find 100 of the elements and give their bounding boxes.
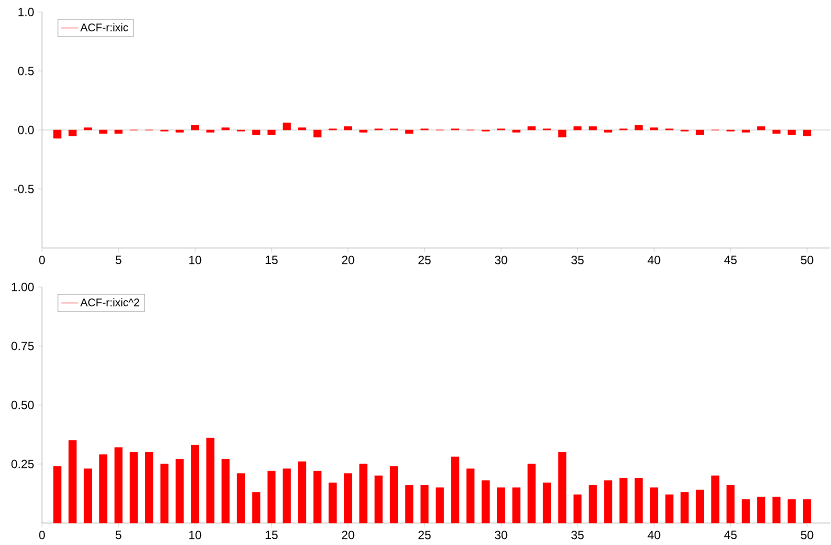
bar [145, 452, 154, 524]
x-tick-label: 25 [418, 256, 431, 264]
bar [252, 130, 260, 135]
bar [313, 470, 322, 524]
y-tick-label: -0.5 [14, 184, 34, 194]
bar [99, 130, 108, 134]
x-tick-label: 30 [494, 530, 508, 540]
y-tick-label: 1.0 [18, 8, 34, 16]
bar [788, 130, 796, 135]
bar [742, 130, 750, 133]
x-tick-label: 5 [116, 530, 122, 540]
bar [512, 487, 520, 524]
bar [130, 452, 138, 524]
x-tick-label: 30 [494, 256, 508, 264]
bar [267, 130, 276, 135]
x-tick-label: 5 [116, 256, 122, 264]
bar [160, 464, 168, 524]
bar [374, 476, 383, 524]
bar [190, 444, 200, 524]
bar [757, 126, 766, 130]
y-tick-label: 0.50 [11, 400, 34, 410]
y-tick-label: 1.00 [12, 282, 34, 292]
bar [451, 456, 460, 524]
bar [84, 127, 92, 130]
bar [619, 478, 628, 524]
x-tick-label: 15 [266, 530, 278, 540]
legend-label: ACF-r:ixic [80, 23, 128, 32]
x-tick-label: 15 [266, 256, 278, 264]
bar [574, 126, 582, 130]
bar [772, 130, 780, 134]
bar [222, 459, 230, 524]
x-tick-label: 40 [648, 530, 660, 540]
bar [588, 126, 597, 130]
bar [497, 487, 506, 524]
bar [772, 496, 780, 524]
x-tick-label: 40 [648, 256, 660, 264]
bar [190, 125, 200, 130]
x-tick-label: 45 [724, 256, 737, 264]
bar [634, 478, 643, 524]
bar [650, 127, 658, 130]
bar [206, 130, 214, 133]
bar [390, 466, 398, 524]
bar [313, 130, 322, 138]
x-tick-label: 35 [571, 256, 584, 264]
bar [726, 485, 735, 524]
y-tick-label: 0.25 [11, 460, 34, 468]
x-tick-label: 50 [800, 530, 814, 540]
bar [405, 130, 414, 134]
bar [252, 492, 260, 524]
y-tick-label: 0.5 [18, 66, 34, 76]
bar [803, 130, 812, 136]
bar [359, 464, 368, 524]
y-tick-label: 0.75 [11, 342, 34, 350]
x-tick-label: 0 [39, 256, 45, 264]
bar [405, 485, 414, 524]
bar [696, 130, 704, 135]
bar [222, 127, 230, 130]
bar [757, 496, 766, 524]
bar [359, 130, 368, 133]
bar [482, 480, 490, 524]
bar [634, 125, 643, 130]
bar [328, 482, 337, 524]
bar [68, 130, 77, 136]
bar [742, 499, 750, 524]
bar [466, 468, 474, 524]
bar [206, 438, 214, 524]
bar [282, 468, 291, 524]
bar [680, 492, 689, 524]
bar [298, 461, 306, 524]
bar [176, 130, 184, 133]
bar [665, 494, 674, 524]
bar [528, 126, 536, 130]
bar [696, 490, 704, 524]
bar [53, 466, 62, 524]
x-tick-label: 25 [418, 530, 431, 540]
x-tick-label: 10 [189, 256, 202, 264]
bar [114, 447, 123, 524]
x-tick-label: 20 [342, 530, 354, 540]
bar [788, 499, 796, 524]
bar [542, 482, 551, 524]
bar [84, 468, 92, 524]
legend-label: ACF-r:ixic^2 [80, 298, 140, 306]
bar [176, 459, 184, 524]
bar [588, 485, 597, 524]
bar [68, 440, 77, 524]
bar [53, 130, 62, 138]
bar [236, 473, 245, 524]
bar [282, 122, 291, 130]
bar [512, 130, 520, 133]
x-tick-label: 20 [342, 256, 354, 264]
x-tick-label: 35 [571, 530, 584, 540]
bar [420, 485, 429, 524]
bar [436, 487, 444, 524]
bar [803, 499, 812, 524]
bar [574, 494, 582, 524]
bar [99, 454, 108, 524]
x-tick-label: 0 [39, 530, 45, 540]
bar [528, 464, 536, 524]
y-tick-label: 0.0 [18, 126, 34, 134]
bar [558, 130, 566, 138]
